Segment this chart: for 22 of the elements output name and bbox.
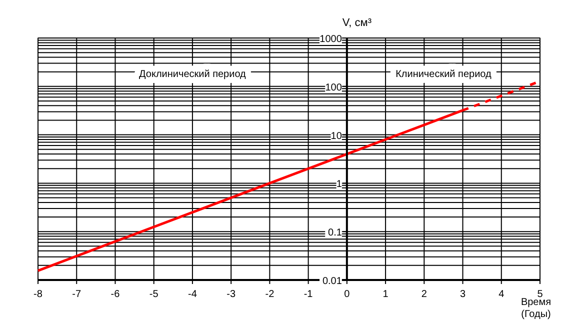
x-tick-label: 3 (460, 289, 466, 300)
x-tick-label: -2 (265, 289, 275, 300)
x-tick-label: -8 (34, 289, 43, 300)
x-tick-label: -1 (304, 289, 314, 300)
y-tick-label: 1000 (320, 34, 342, 45)
x-tick-label: -5 (149, 289, 159, 300)
x-tick-label: -3 (226, 289, 236, 300)
x-tick-label: 4 (498, 289, 505, 300)
x-tick-label: 0 (344, 289, 350, 300)
y-tick-label: 100 (325, 82, 342, 94)
y-tick-label: 0.01 (322, 276, 342, 287)
x-tick-label: -6 (110, 289, 120, 300)
x-tick-label: 5 (537, 289, 544, 300)
x-tick-label: 2 (421, 289, 428, 300)
y-tick-label: 10 (330, 130, 342, 142)
y-tick-label: 0.1 (328, 228, 342, 239)
x-axis-title: Время (Годы) (520, 297, 552, 320)
x-tick-label: -4 (188, 289, 198, 300)
x-tick-label: 1 (382, 289, 389, 300)
x-tick-label: -7 (72, 289, 82, 300)
y-axis-title: V, см³ (342, 17, 372, 29)
y-tick-label: 1 (336, 179, 342, 190)
